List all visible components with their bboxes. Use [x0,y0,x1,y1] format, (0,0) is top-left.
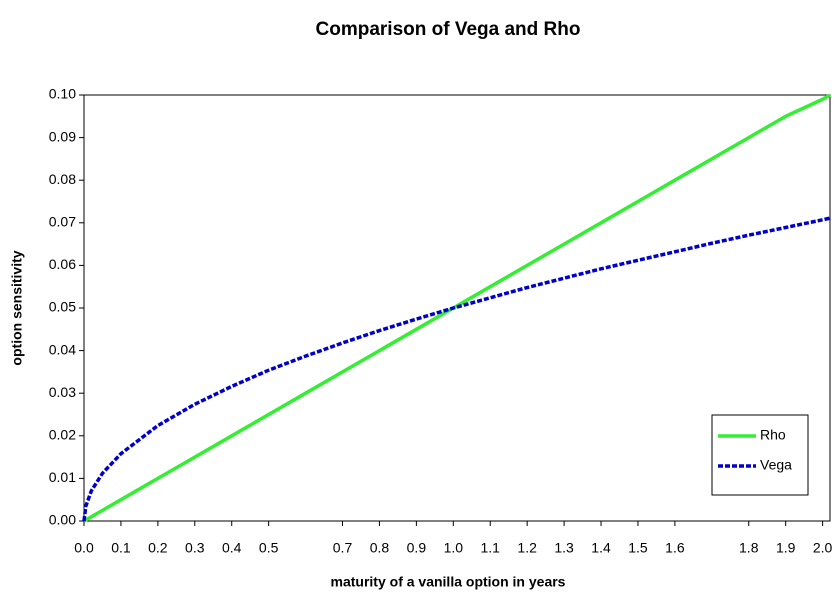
x-axis-title: maturity of a vanilla option in years [331,574,566,590]
x-tick-label: 1.5 [628,540,648,556]
x-tick-label: 1.1 [481,540,501,556]
y-tick-label: 0.09 [49,128,76,144]
x-tick-label: 0.3 [185,540,205,556]
chart-title: Comparison of Vega and Rho [316,19,581,40]
y-tick-label: 0.01 [49,469,76,485]
x-tick-label: 1.8 [739,540,759,556]
x-tick-label: 1.3 [554,540,574,556]
y-tick-label: 0.08 [49,171,76,187]
y-axis-title: option sensitivity [9,250,25,365]
x-tick-label: 0.2 [148,540,168,556]
x-tick-label: 0.5 [259,540,279,556]
y-tick-label: 0.02 [49,427,76,443]
y-tick-label: 0.05 [49,299,76,315]
x-tick-label: 1.9 [776,540,796,556]
x-tick-label: 0.4 [222,540,242,556]
y-tick-label: 0.00 [49,512,76,528]
x-tick-label: 1.4 [591,540,611,556]
y-tick-label: 0.04 [49,341,76,357]
legend-box [711,414,809,496]
x-tick-label: 1.6 [665,540,685,556]
x-tick-label: 1.0 [444,540,464,556]
y-tick-label: 0.07 [49,214,76,230]
x-tick-label: 0.8 [370,540,390,556]
y-tick-label: 0.06 [49,256,76,272]
x-tick-label: 1.2 [517,540,537,556]
legend-label: Vega [760,457,792,473]
legend-label: Rho [760,427,786,443]
y-tick-label: 0.10 [49,86,76,102]
series-line [82,216,831,522]
x-tick-label: 2.0 [813,540,833,556]
series-line [83,93,831,523]
x-tick-label: 0.9 [407,540,427,556]
x-tick-label: 0.0 [74,540,94,556]
x-tick-label: 0.7 [333,540,353,556]
x-tick-label: 0.1 [111,540,131,556]
y-tick-label: 0.03 [49,384,76,400]
